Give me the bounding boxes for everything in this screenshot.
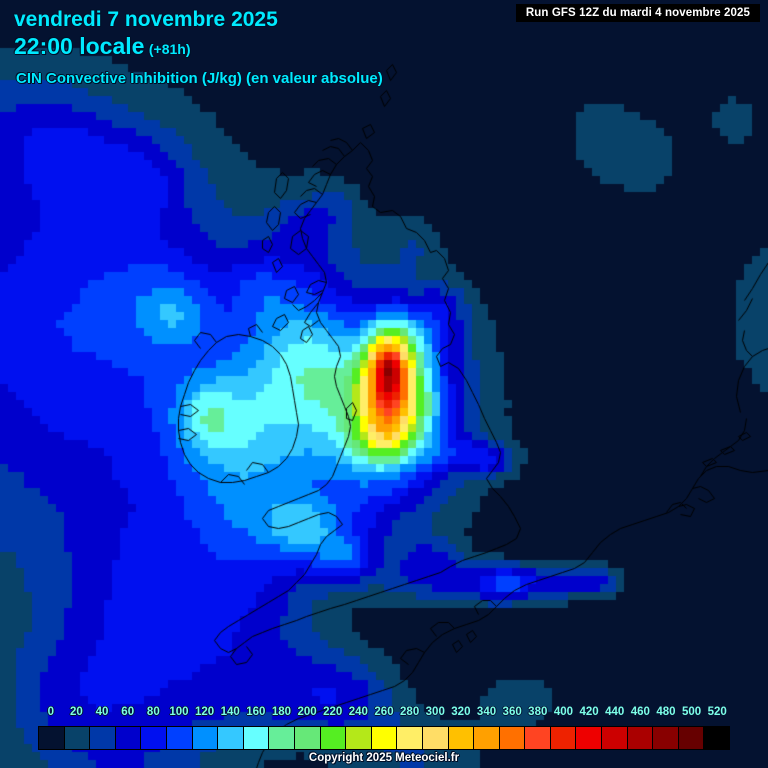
colorbar-swatch: [115, 727, 142, 749]
colorbar-swatch: [499, 727, 526, 749]
colorbar-tick: 240: [348, 706, 368, 718]
colorbar-swatch: [704, 727, 730, 749]
model-run-badge: Run GFS 12Z du mardi 4 novembre 2025: [515, 4, 760, 22]
colorbar-swatch: [602, 727, 628, 749]
colorbar-tick: 120: [194, 706, 215, 718]
copyright-notice: Copyright 2025 Meteociel.fr: [308, 752, 460, 764]
colorbar-tick: 0: [47, 706, 55, 718]
colorbar-swatch: [294, 727, 321, 749]
colorbar-swatch: [448, 727, 475, 749]
colorbar-swatch: [64, 727, 91, 749]
colorbar-tick: 160: [246, 706, 266, 718]
colorbar-tick: 280: [400, 706, 420, 718]
colorbar-tick: 440: [605, 706, 625, 718]
colorbar-tick: 320: [451, 706, 471, 718]
colorbar-swatch: [525, 727, 551, 749]
colorbar-tick: 260: [374, 706, 394, 718]
colorbar-swatch: [39, 727, 65, 749]
colorbar-swatch: [397, 727, 423, 749]
colorbar-tick: 380: [528, 706, 548, 718]
colorbar-tick-labels: 0 20 40 60 80 100 120 140 160 180 200 220 240 260 280 3…: [0, 706, 768, 724]
colorbar-tick: 300: [425, 706, 445, 718]
colorbar-tick: 460: [630, 706, 650, 718]
colorbar-tick: 60: [121, 706, 135, 718]
colorbar-tick: 340: [476, 706, 497, 718]
colorbar-tick: 480: [656, 706, 676, 718]
colorbar-swatch: [474, 727, 500, 749]
colorbar-swatch: [422, 727, 449, 749]
colorbar-tick: 40: [95, 706, 109, 718]
colorbar-tick: 80: [146, 706, 160, 718]
colorbar-tick: 420: [579, 706, 599, 718]
colorbar-swatch: [627, 727, 654, 749]
colorbar-tick: 360: [502, 706, 522, 718]
colorbar-tick: 140: [220, 706, 240, 718]
colorbar-tick: 500: [681, 706, 702, 718]
colorbar-swatch: [678, 727, 705, 749]
colorbar-tick: 400: [553, 706, 573, 718]
colorbar-tick: 100: [169, 706, 189, 718]
colorbar-swatch: [320, 727, 347, 749]
colorbar-swatch: [269, 727, 295, 749]
colorbar-swatch: [192, 727, 219, 749]
colorbar-tick: 180: [271, 706, 292, 718]
colorbar-swatch: [243, 727, 270, 749]
colorbar-swatch: [218, 727, 244, 749]
colorbar-swatch: [141, 727, 167, 749]
colorbar-tick: 20: [70, 706, 83, 718]
colorbar-legend: 0 20 40 60 80 100 120 140 160 180 200 220 240 260 280 3…: [0, 706, 768, 768]
colorbar-swatch: [346, 727, 372, 749]
colorbar-swatch: [90, 727, 116, 749]
colorbar-swatch: [576, 727, 603, 749]
colorbar-swatches: [38, 726, 730, 750]
colorbar-tick: 520: [707, 706, 727, 718]
colorbar-swatch: [371, 727, 398, 749]
colorbar-swatch: [653, 727, 679, 749]
colorbar-tick: 200: [297, 706, 317, 718]
colorbar-tick: 220: [323, 706, 343, 718]
colorbar-swatch: [550, 727, 577, 749]
colorbar-swatch: [166, 727, 193, 749]
